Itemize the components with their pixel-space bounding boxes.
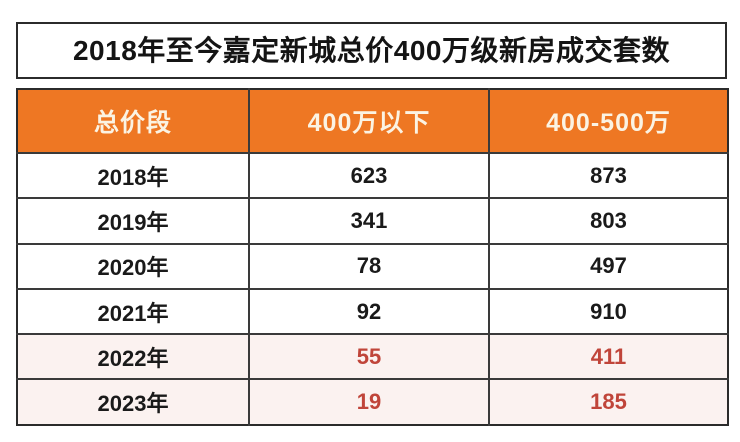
table-row: 2020年 78 497 (17, 243, 728, 290)
cell-400-500: 803 (489, 198, 728, 245)
column-header-400-500: 400-500万 (489, 89, 728, 154)
cell-year: 2021年 (17, 288, 250, 336)
table-row: 2018年 623 873 (17, 153, 728, 200)
table-header: 总价段 400万以下 400-500万 (17, 89, 728, 154)
page-title: 2018年至今嘉定新城总价400万级新房成交套数 (72, 34, 670, 66)
cell-400-500: 910 (489, 288, 728, 336)
cell-400-500: 411 (489, 334, 728, 381)
cell-400-500: 873 (489, 153, 728, 200)
cell-under-400: 341 (249, 198, 490, 245)
cell-year: 2022年 (17, 334, 250, 381)
cell-year: 2018年 (17, 153, 250, 200)
cell-year: 2023年 (17, 379, 250, 425)
transactions-table: 总价段 400万以下 400-500万 2018年 623 873 2019年 … (16, 88, 729, 426)
cell-under-400: 19 (249, 379, 490, 425)
cell-year: 2020年 (17, 243, 250, 290)
table-row-highlighted: 2023年 19 185 (17, 379, 728, 425)
cell-year: 2019年 (17, 198, 250, 245)
table-body: 2018年 623 873 2019年 341 803 2020年 78 497… (17, 153, 728, 425)
cell-under-400: 55 (249, 334, 490, 381)
cell-under-400: 623 (249, 153, 490, 200)
column-header-price-band: 总价段 (17, 89, 250, 154)
cell-under-400: 78 (249, 243, 490, 290)
cell-400-500: 497 (489, 243, 728, 290)
table-row-highlighted: 2022年 55 411 (17, 334, 728, 381)
title-box: 2018年至今嘉定新城总价400万级新房成交套数 (16, 22, 727, 79)
cell-400-500: 185 (489, 379, 728, 425)
table-row: 2021年 92 910 (17, 288, 728, 336)
cell-under-400: 92 (249, 288, 490, 336)
table-row: 2019年 341 803 (17, 198, 728, 245)
header-row: 总价段 400万以下 400-500万 (17, 89, 728, 154)
column-header-under-400: 400万以下 (249, 89, 490, 154)
